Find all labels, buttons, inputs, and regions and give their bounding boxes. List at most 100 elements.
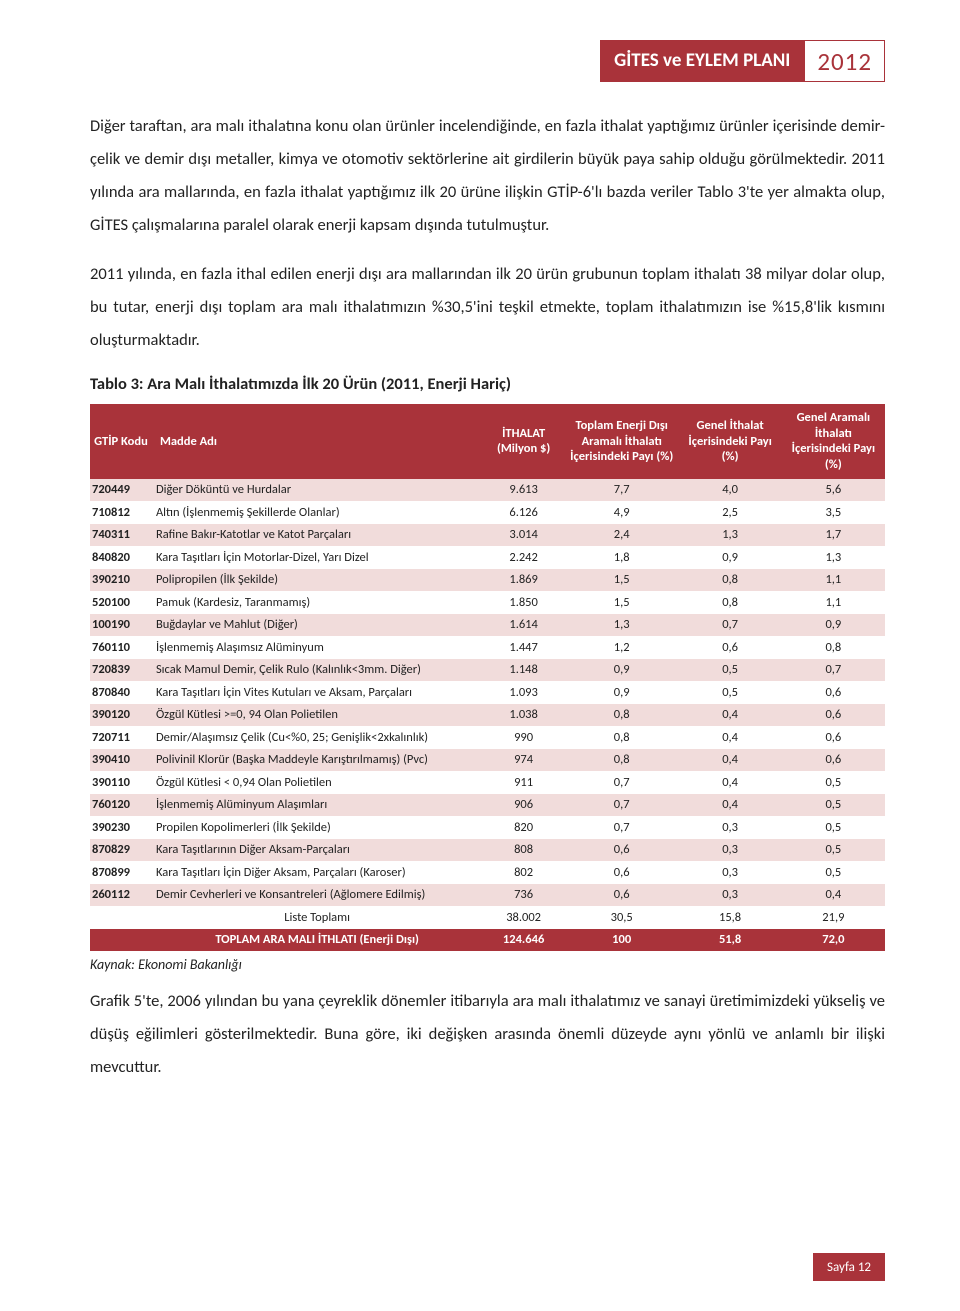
cell-v3: 0,3 — [678, 816, 781, 839]
cell-name: Demir/Alaşımsız Çelik (Cu<%0, 25; Genişl… — [152, 726, 482, 749]
cell-v4: 1,7 — [782, 524, 885, 547]
table-row: 740311Rafine Bakır-Katotlar ve Katot Par… — [90, 524, 885, 547]
table-row: 840820Kara Taşıtları İçin Motorlar-Dizel… — [90, 546, 885, 569]
cell-code: 840820 — [90, 546, 152, 569]
cell-name: Kara Taşıtları İçin Vites Kutuları ve Ak… — [152, 681, 482, 704]
cell-name: Liste Toplamı — [152, 906, 482, 929]
cell-v4: 21,9 — [782, 906, 885, 929]
th-pay3: Genel Aramalı İthalatı İçerisindeki Payı… — [782, 404, 885, 479]
cell-v2: 0,7 — [565, 794, 679, 817]
cell-v3: 15,8 — [678, 906, 781, 929]
table-row: 390410Polivinil Klorür (Başka Maddeyle K… — [90, 749, 885, 772]
cell-code: 720449 — [90, 479, 152, 502]
cell-v4: 0,6 — [782, 749, 885, 772]
cell-name: İşlenmemiş Alüminyum Alaşımları — [152, 794, 482, 817]
cell-v2: 0,7 — [565, 771, 679, 794]
cell-v4: 0,5 — [782, 861, 885, 884]
cell-v1: 9.613 — [482, 479, 565, 502]
cell-name: Sıcak Mamul Demir, Çelik Rulo (Kalınlık<… — [152, 659, 482, 682]
table-row: 390120Özgül Kütlesi >=0, 94 Olan Polieti… — [90, 704, 885, 727]
cell-v1: 3.014 — [482, 524, 565, 547]
table-row: 870840Kara Taşıtları İçin Vites Kutuları… — [90, 681, 885, 704]
cell-code: 390110 — [90, 771, 152, 794]
cell-v3: 51,8 — [678, 929, 781, 952]
cell-v2: 0,8 — [565, 726, 679, 749]
cell-v2: 0,7 — [565, 816, 679, 839]
cell-v3: 0,5 — [678, 681, 781, 704]
cell-v2: 0,6 — [565, 839, 679, 862]
table-row: 100190Buğdaylar ve Mahlut (Diğer)1.6141,… — [90, 614, 885, 637]
cell-v3: 0,9 — [678, 546, 781, 569]
th-name: Madde Adı — [152, 404, 482, 479]
cell-code — [90, 929, 152, 952]
cell-v1: 911 — [482, 771, 565, 794]
cell-v4: 0,8 — [782, 636, 885, 659]
table-row: 260112Demir Cevherleri ve Konsantreleri … — [90, 884, 885, 907]
cell-code: 740311 — [90, 524, 152, 547]
cell-v3: 0,8 — [678, 569, 781, 592]
cell-v2: 0,8 — [565, 704, 679, 727]
cell-name: Pamuk (Kardesiz, Taranmamış) — [152, 591, 482, 614]
th-ithalat: İTHALAT (Milyon $) — [482, 404, 565, 479]
cell-v2: 30,5 — [565, 906, 679, 929]
page: GİTES ve EYLEM PLANI 2012 Diğer taraftan… — [0, 0, 960, 1311]
table-row: 390110Özgül Kütlesi < 0,94 Olan Polietil… — [90, 771, 885, 794]
cell-name: Buğdaylar ve Mahlut (Diğer) — [152, 614, 482, 637]
table-row: 760110İşlenmemiş Alaşımsız Alüminyum1.44… — [90, 636, 885, 659]
cell-v3: 1,3 — [678, 524, 781, 547]
cell-v4: 0,6 — [782, 681, 885, 704]
cell-name: Propilen Kopolimerleri (İlk Şekilde) — [152, 816, 482, 839]
cell-name: Özgül Kütlesi >=0, 94 Olan Polietilen — [152, 704, 482, 727]
cell-v3: 4,0 — [678, 479, 781, 502]
cell-v3: 2,5 — [678, 501, 781, 524]
table-row-total: TOPLAM ARA MALI İTHLATI (Enerji Dışı)124… — [90, 929, 885, 952]
cell-v4: 0,6 — [782, 704, 885, 727]
cell-v3: 0,3 — [678, 884, 781, 907]
cell-name: Rafine Bakır-Katotlar ve Katot Parçaları — [152, 524, 482, 547]
th-code: GTİP Kodu — [90, 404, 152, 479]
cell-v1: 1.447 — [482, 636, 565, 659]
data-table: GTİP Kodu Madde Adı İTHALAT (Milyon $) T… — [90, 404, 885, 951]
table-row: 870899Kara Taşıtları İçin Diğer Aksam, P… — [90, 861, 885, 884]
cell-v4: 0,6 — [782, 726, 885, 749]
cell-code — [90, 906, 152, 929]
cell-v3: 0,8 — [678, 591, 781, 614]
table-row: 520100Pamuk (Kardesiz, Taranmamış)1.8501… — [90, 591, 885, 614]
cell-v4: 0,5 — [782, 771, 885, 794]
cell-v1: 820 — [482, 816, 565, 839]
cell-v2: 0,6 — [565, 884, 679, 907]
cell-v4: 0,5 — [782, 816, 885, 839]
table-row: 760120İşlenmemiş Alüminyum Alaşımları906… — [90, 794, 885, 817]
cell-name: Kara Taşıtları İçin Diğer Aksam, Parçala… — [152, 861, 482, 884]
cell-v1: 808 — [482, 839, 565, 862]
cell-v1: 1.148 — [482, 659, 565, 682]
table-title: Tablo 3: Ara Malı İthalatımızda İlk 20 Ü… — [90, 373, 885, 396]
cell-code: 390230 — [90, 816, 152, 839]
cell-v4: 5,6 — [782, 479, 885, 502]
table-row: 720839Sıcak Mamul Demir, Çelik Rulo (Kal… — [90, 659, 885, 682]
cell-code: 720711 — [90, 726, 152, 749]
table-row: 710812Altın (İşlenmemiş Şekillerde Olanl… — [90, 501, 885, 524]
cell-code: 760120 — [90, 794, 152, 817]
header-year: 2012 — [804, 40, 885, 82]
cell-v1: 124.646 — [482, 929, 565, 952]
cell-v2: 4,9 — [565, 501, 679, 524]
cell-code: 720839 — [90, 659, 152, 682]
cell-v3: 0,3 — [678, 861, 781, 884]
cell-name: İşlenmemiş Alaşımsız Alüminyum — [152, 636, 482, 659]
cell-v1: 736 — [482, 884, 565, 907]
cell-v3: 0,4 — [678, 749, 781, 772]
th-pay2: Genel İthalat İçerisindeki Payı (%) — [678, 404, 781, 479]
cell-v2: 100 — [565, 929, 679, 952]
cell-v3: 0,4 — [678, 726, 781, 749]
cell-v1: 1.093 — [482, 681, 565, 704]
cell-v2: 1,2 — [565, 636, 679, 659]
cell-v2: 2,4 — [565, 524, 679, 547]
cell-code: 390120 — [90, 704, 152, 727]
table-row: 720711Demir/Alaşımsız Çelik (Cu<%0, 25; … — [90, 726, 885, 749]
cell-v3: 0,3 — [678, 839, 781, 862]
table-row-liste: Liste Toplamı38.00230,515,821,9 — [90, 906, 885, 929]
cell-code: 870899 — [90, 861, 152, 884]
cell-v2: 1,8 — [565, 546, 679, 569]
cell-v4: 1,1 — [782, 591, 885, 614]
